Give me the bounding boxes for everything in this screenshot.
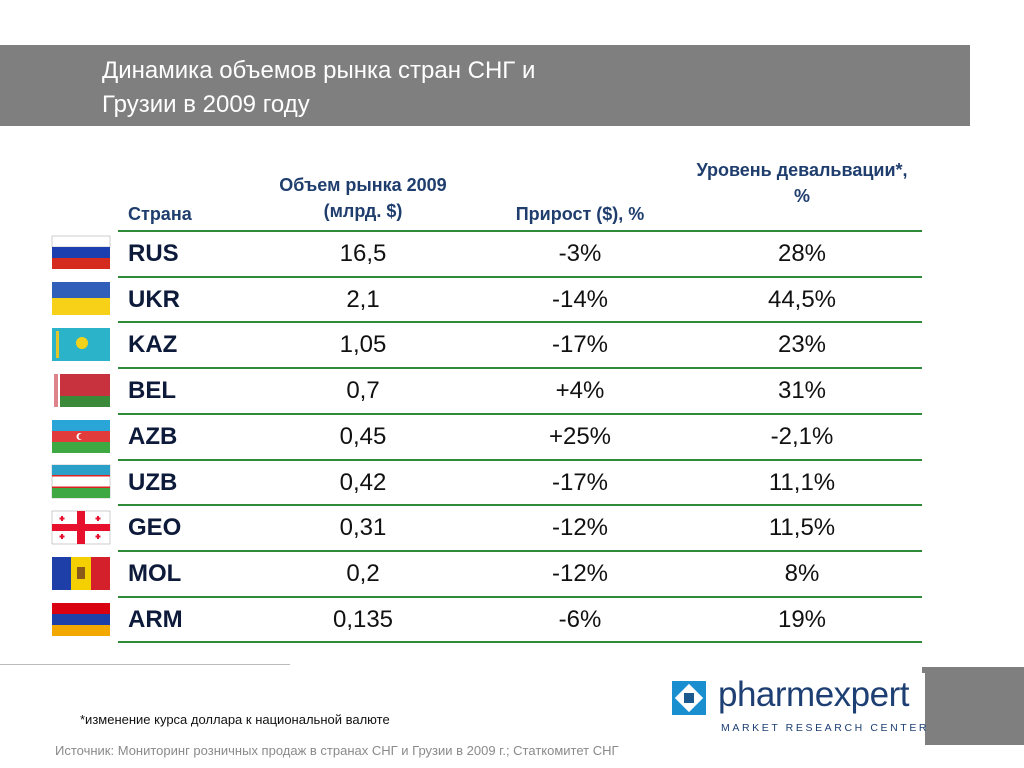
country-code: BEL: [128, 377, 176, 405]
flags: [51, 235, 111, 636]
flag-arm: [52, 603, 110, 636]
cell: 44,5%: [767, 285, 837, 313]
cell: 2,1: [346, 285, 380, 313]
logo-name: pharmexpert: [718, 675, 909, 714]
cell: 0,31: [339, 514, 387, 542]
cell: -17%: [551, 468, 609, 496]
cell: -12%: [551, 514, 609, 542]
flag-bel: [52, 374, 110, 407]
logo-tagline: MARKET RESEARCH CENTER: [721, 722, 930, 734]
column-header: Объем рынка 2009 (млрд. $): [279, 175, 447, 221]
header-band: Динамика объемов рынка стран СНГ и Грузи…: [0, 45, 970, 126]
row-rule: [118, 641, 922, 643]
column-header: Страна: [128, 204, 192, 224]
cell: +25%: [548, 422, 612, 450]
country-code: GEO: [128, 514, 182, 542]
country-code: MOL: [128, 559, 182, 587]
flag-rus: [51, 235, 111, 269]
title-line: Грузии в 2009 году: [102, 91, 310, 118]
country-code: KAZ: [128, 331, 178, 359]
cell: -14%: [551, 285, 609, 313]
cell: 0,45: [339, 422, 387, 450]
cell: 0,7: [346, 377, 380, 405]
flag-ukr: [52, 282, 110, 315]
cell: -17%: [551, 331, 609, 359]
title-line: Динамика объемов рынка стран СНГ и: [102, 57, 536, 84]
cell: 0,42: [339, 468, 387, 496]
cell: 31%: [777, 377, 827, 405]
row-rule: [118, 459, 922, 461]
divider: [0, 664, 290, 665]
cell: +4%: [555, 377, 605, 405]
cell: -6%: [558, 605, 602, 633]
cell: 0,135: [332, 605, 394, 633]
cell: 28%: [777, 240, 827, 267]
row-rule: [118, 550, 922, 552]
row-rule: [118, 230, 922, 232]
logo-icon: [672, 681, 706, 715]
column-header: Уровень девальвации*, %: [696, 160, 908, 206]
cell: 11,5%: [768, 514, 836, 542]
cell: 1,05: [339, 331, 387, 359]
cell: -2,1%: [770, 422, 834, 450]
flag-kaz: [52, 328, 110, 361]
row-rule: [118, 276, 922, 278]
cell: 11,1%: [768, 468, 836, 496]
row-rule: [118, 596, 922, 598]
country-code: ARM: [128, 605, 183, 633]
country-code: RUS: [128, 240, 179, 267]
country-code: AZB: [128, 422, 178, 450]
row-rule: [118, 367, 922, 369]
cell: 23%: [777, 331, 827, 359]
country-code: UZB: [128, 468, 178, 496]
cell: 16,5: [339, 240, 387, 267]
row-rule: [118, 504, 922, 506]
flag-azb: [52, 420, 110, 453]
cell: 8%: [784, 559, 820, 587]
flag-mol: [52, 557, 110, 590]
cell: 19%: [777, 605, 827, 633]
cell: 0,2: [346, 559, 380, 587]
footnote: *изменение курса доллара к национальной …: [80, 712, 390, 727]
row-rule: [118, 321, 922, 323]
flag-geo: [51, 510, 111, 545]
flag-uzb: [51, 464, 111, 499]
logo: pharmexpert MARKET RESEARCH CENTER: [668, 673, 927, 745]
cell: -12%: [551, 559, 609, 587]
column-header: Прирост ($), %: [515, 204, 645, 224]
cell: -3%: [558, 240, 602, 267]
country-code: UKR: [128, 285, 180, 313]
corner-block: [922, 667, 1024, 745]
source: Источник: Мониторинг розничных продаж в …: [55, 743, 619, 758]
row-rule: [118, 413, 922, 415]
